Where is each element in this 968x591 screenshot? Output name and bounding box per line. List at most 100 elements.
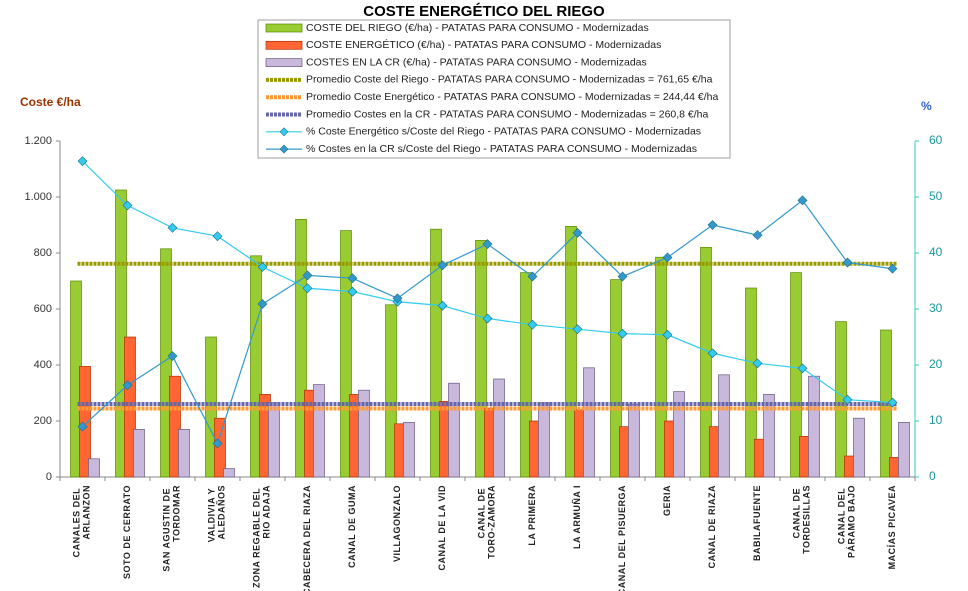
bar xyxy=(178,429,190,478)
legend-label: Promedio Coste Energético - PATATAS PARA… xyxy=(306,91,718,103)
percent-marker xyxy=(302,283,313,294)
percent-marker xyxy=(77,156,88,167)
percent-marker xyxy=(257,262,268,272)
x-tick-label: BABILAFUENTE xyxy=(752,485,762,561)
legend-label: COSTES EN LA CR (€/ha) - PATATAS PARA CO… xyxy=(306,56,647,68)
x-tick-label-line: CANAL DE xyxy=(477,485,487,538)
x-tick-label: CANAL DE LA VID xyxy=(437,485,447,571)
percent-marker xyxy=(122,200,133,211)
percent-marker xyxy=(167,351,178,361)
bar xyxy=(430,228,442,478)
percent-marker xyxy=(437,260,448,271)
bar xyxy=(169,375,181,478)
percent-marker xyxy=(842,257,853,268)
bar xyxy=(610,279,622,478)
x-tick-label: ZONA REGABLE DEL RIO ADAJA xyxy=(252,485,272,588)
legend-label: COSTE DEL RIEGO (€/ha) - PATATAS PARA CO… xyxy=(306,22,649,34)
legend-label: Promedio Costes en la CR - PATATAS PARA … xyxy=(306,108,709,120)
x-tick-label-line: VALDIVIA Y xyxy=(207,485,217,542)
percent-marker xyxy=(707,220,718,230)
legend-swatch xyxy=(265,58,303,67)
bar xyxy=(115,189,127,478)
bar xyxy=(673,391,685,478)
percent-marker xyxy=(212,231,223,242)
y2-tick-label: 60 xyxy=(929,133,943,147)
percent-marker xyxy=(437,300,448,311)
percent-marker xyxy=(797,363,808,374)
percent-marker xyxy=(302,270,313,281)
percent-marker xyxy=(257,299,268,309)
legend-label: COSTE ENERGÉTICO (€/ha) - PATATAS PARA C… xyxy=(306,38,661,51)
legend-marker xyxy=(279,144,289,154)
y2-tick-label: 30 xyxy=(929,301,943,315)
x-tick-label-line: RIO ADAJA xyxy=(262,485,272,539)
percent-marker xyxy=(752,230,763,241)
y-tick-label: 200 xyxy=(34,415,52,427)
y-tick-label: 800 xyxy=(34,247,52,259)
x-tick-label: CANAL DE GUMA xyxy=(347,485,357,568)
bar xyxy=(223,468,235,478)
x-tick-label: CANAL DEL PÁRAMO BAJO xyxy=(837,485,857,558)
legend-label: % Coste Energético s/Coste del Riego - P… xyxy=(306,126,701,138)
legend-label: Promedio Coste del Riego - PATATAS PARA … xyxy=(306,74,713,86)
percent-marker xyxy=(122,380,133,391)
bar xyxy=(718,374,730,478)
x-tick-label: VALDIVIA Y ALEDAÑOS xyxy=(207,485,227,542)
percent-marker xyxy=(617,328,628,339)
x-tick-label: LA ARMUÑA I xyxy=(572,485,582,549)
bar xyxy=(268,402,280,478)
x-tick-label-line: CANAL DE xyxy=(792,485,802,538)
y-tick-label: 1.000 xyxy=(24,191,52,203)
percent-marker xyxy=(887,397,898,408)
y-tick-label: 600 xyxy=(34,303,52,315)
x-tick-label: CANAL DEL PISUERGA xyxy=(617,485,627,591)
x-tick-label: CANAL DE RIAZA xyxy=(707,485,717,568)
x-tick-label-line: TORDOMAR xyxy=(172,485,182,542)
legend-label: % Costes en la CR s/Coste del Riego - PA… xyxy=(306,143,697,155)
bar xyxy=(853,417,865,478)
x-tick-label-line: ALEDAÑOS xyxy=(217,485,227,540)
bar xyxy=(214,417,226,478)
percent-marker xyxy=(482,239,493,249)
percent-marker xyxy=(527,319,538,330)
bar xyxy=(628,403,640,478)
x-tick-label-line: ARLANZON xyxy=(82,485,92,540)
bar xyxy=(745,287,757,478)
x-tick-label: MACÍAS PICAVEA xyxy=(887,485,897,569)
x-tick-label-line: SAN AGUSTIN DE xyxy=(162,485,172,572)
percent-marker xyxy=(887,263,898,274)
bar xyxy=(565,226,577,478)
bar xyxy=(520,272,532,478)
bar xyxy=(313,384,325,478)
legend-swatch xyxy=(265,23,303,33)
bar xyxy=(403,422,415,478)
bar xyxy=(385,304,397,478)
x-tick-label-line: TORDESILLAS xyxy=(802,485,812,554)
percent-marker xyxy=(347,286,358,297)
percent-marker xyxy=(797,195,808,206)
bar xyxy=(808,375,820,478)
percent-marker xyxy=(527,271,538,282)
percent-marker xyxy=(347,273,358,284)
bar xyxy=(790,272,802,478)
legend-swatch xyxy=(265,40,303,50)
percent-marker xyxy=(572,324,583,335)
legend-box xyxy=(257,19,731,159)
x-tick-label: CANAL DE TORO-ZAMORA xyxy=(477,485,497,559)
y2-axis-title: % xyxy=(921,99,932,113)
x-tick-label-line: ZONA REGABLE DEL xyxy=(252,485,262,588)
y2-tick-label: 0 xyxy=(929,469,936,483)
x-tick-label-line: CANALES DEL xyxy=(72,485,82,557)
percent-marker xyxy=(392,293,403,304)
bar xyxy=(250,255,262,478)
chart-title: COSTE ENERGÉTICO DEL RIEGO xyxy=(363,3,605,20)
bar xyxy=(160,248,172,478)
percent-marker xyxy=(572,227,583,238)
bar xyxy=(583,367,595,478)
percent-marker xyxy=(707,348,718,359)
x-tick-label: SOTO DE CERRATO xyxy=(122,485,132,579)
bar xyxy=(295,219,307,478)
bar xyxy=(700,247,712,478)
percent-marker xyxy=(752,358,763,369)
bar xyxy=(655,256,667,478)
